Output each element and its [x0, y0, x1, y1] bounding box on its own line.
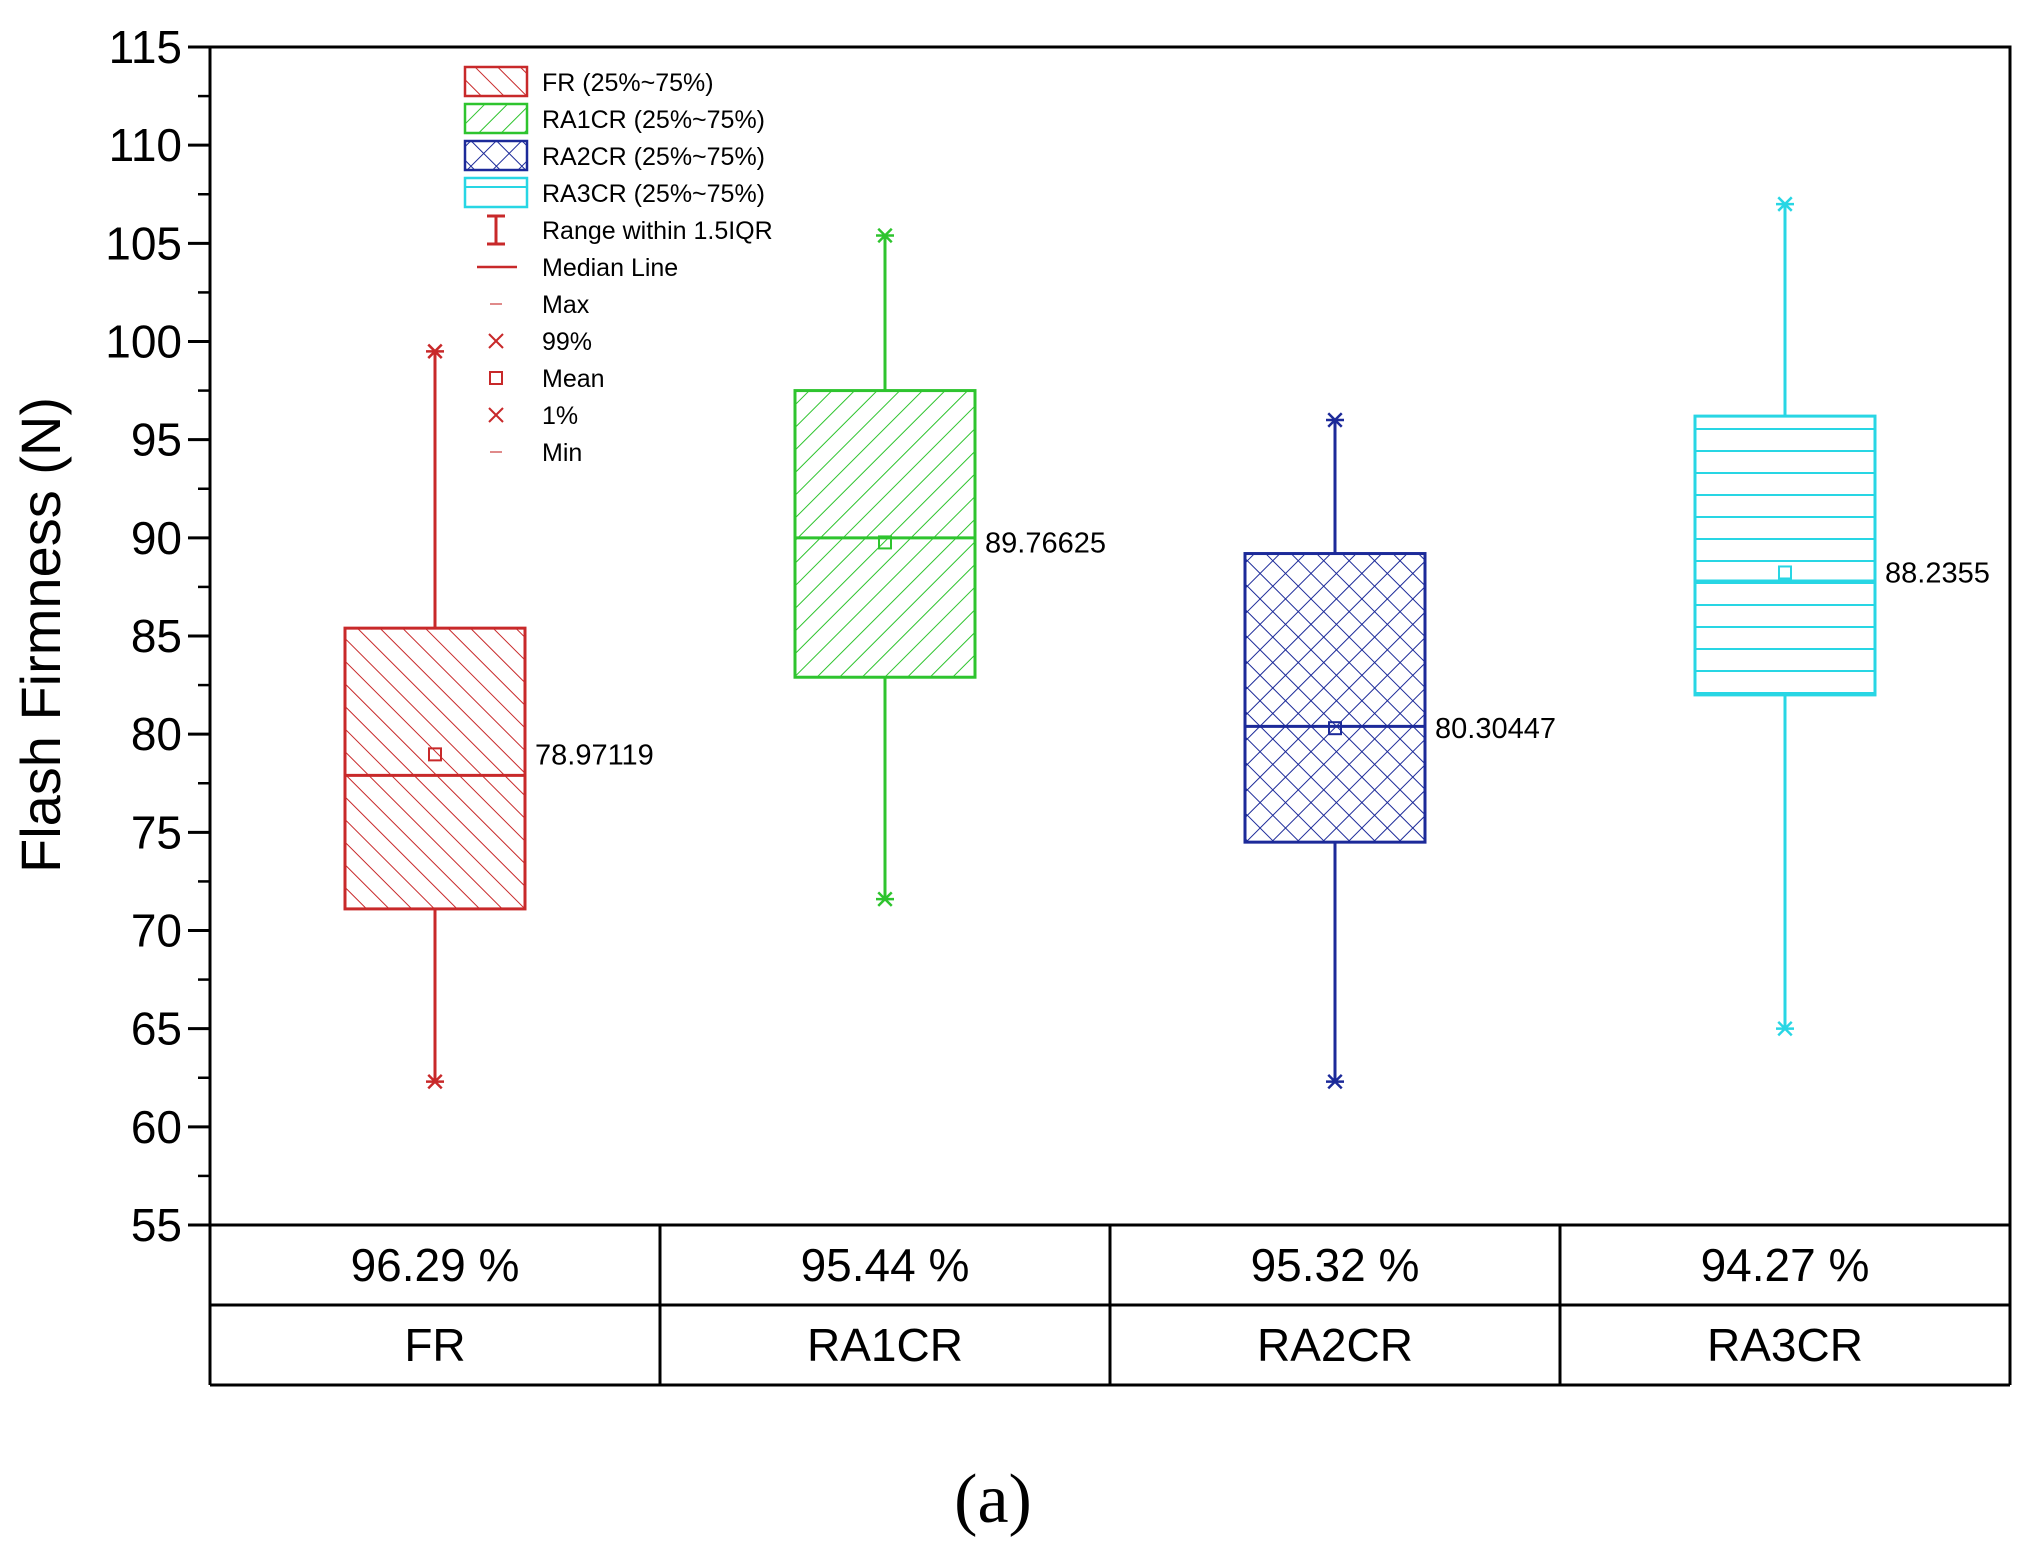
max-marker [426, 343, 444, 359]
box-RA3CR: 88.2355 [1693, 196, 1990, 1037]
mean-value-label: 80.30447 [1435, 713, 1556, 745]
iqr-box [1243, 552, 1427, 844]
legend-item-symbol: Median Line [477, 254, 678, 282]
box-layer: 78.97119 89.76625 80.30447 88.2355 [343, 196, 1990, 1090]
max-marker [1326, 412, 1344, 428]
max-marker [1776, 196, 1794, 212]
cross-symbol [488, 333, 504, 349]
legend-label: Min [542, 439, 582, 467]
legend-item-symbol: Range within 1.5IQR [487, 214, 773, 246]
legend-label: 99% [542, 328, 592, 356]
max-marker-d2 [877, 227, 893, 244]
y-tick-label: 55 [131, 1199, 182, 1251]
mean-marker [878, 535, 892, 550]
legend-label: Median Line [542, 254, 678, 282]
legend-item-symbol: 1% [488, 402, 578, 430]
mean-marker [1778, 565, 1792, 580]
table-percent-cell: 95.44 % [801, 1239, 970, 1291]
min-marker-d2 [1777, 1021, 1793, 1037]
mean-value-label: 78.97119 [535, 739, 654, 771]
legend-label: Max [542, 291, 590, 319]
legend-swatch [463, 102, 529, 135]
table-category-cell: RA2CR [1257, 1319, 1413, 1371]
legend-item-symbol: Max [490, 291, 590, 319]
y-tick-label: 110 [109, 119, 182, 171]
y-tick-label: 115 [109, 21, 182, 73]
table-percent-cell: 96.29 % [351, 1239, 520, 1291]
legend-item-FR: FR (25%~75%) [463, 65, 714, 98]
max-marker [876, 227, 894, 244]
box-RA1CR: 89.76625 [793, 227, 1106, 907]
cross-symbol [488, 407, 504, 423]
legend-item-RA1CR: RA1CR (25%~75%) [463, 102, 765, 135]
min-marker [1326, 1074, 1344, 1090]
legend-label: Mean [542, 365, 605, 393]
legend-item-symbol: 99% [488, 328, 592, 356]
legend-label: Range within 1.5IQR [542, 217, 773, 245]
y-tick-label: 90 [131, 512, 182, 564]
legend-swatch [463, 139, 529, 172]
y-tick-label: 100 [105, 316, 182, 368]
min-marker-d2 [1327, 1074, 1343, 1090]
legend-item-RA2CR: RA2CR (25%~75%) [463, 139, 765, 172]
min-marker [1776, 1021, 1794, 1037]
figure-caption: (a) [954, 1461, 1032, 1538]
y-tick-label: 80 [131, 708, 182, 760]
box-FR: 78.97119 [343, 343, 654, 1090]
table-percent-cell: 94.27 % [1701, 1239, 1870, 1291]
y-tick-label: 70 [131, 905, 182, 957]
mean-marker [428, 747, 442, 762]
max-marker-d2 [1777, 196, 1793, 212]
min-marker [876, 891, 894, 907]
table-category-cell: RA1CR [807, 1319, 963, 1371]
mean-value-label: 88.2355 [1885, 557, 1990, 589]
max-marker-d2 [1327, 412, 1343, 428]
legend-label: 1% [542, 402, 578, 430]
iqr-box [793, 389, 977, 679]
legend-label: RA3CR (25%~75%) [542, 180, 765, 208]
y-tick-label: 65 [131, 1003, 182, 1055]
legend-label: RA1CR (25%~75%) [542, 106, 765, 134]
legend-item-symbol: Mean [489, 365, 605, 393]
box-RA2CR: 80.30447 [1243, 412, 1556, 1090]
legend: FR (25%~75%) RA1CR (25%~75%) RA2CR (25%~75… [463, 65, 773, 467]
iqr-box [1693, 414, 1877, 697]
y-tick-label: 75 [131, 806, 182, 858]
square-symbol [489, 371, 503, 385]
legend-item-symbol: Min [490, 439, 582, 467]
iqr-box [343, 626, 527, 911]
mean-value-label: 89.76625 [985, 527, 1106, 559]
y-ticks: 55 60 65 70 75 80 85 90 95 100 105 110 115 [105, 21, 210, 1251]
max-marker-d2 [427, 343, 443, 359]
legend-label: FR (25%~75%) [542, 69, 714, 97]
y-tick-label: 60 [131, 1101, 182, 1153]
legend-item-RA3CR: RA3CR (25%~75%) [463, 176, 765, 209]
y-tick-label: 105 [105, 217, 182, 269]
y-axis-label: Flash Firmness (N) [9, 397, 72, 873]
bottom-table: 96.29 % 95.44 % 95.32 % 94.27 % FR RA1CR RA2CR… [208, 1225, 2012, 1387]
table-category-cell: RA3CR [1707, 1319, 1863, 1371]
legend-label: RA2CR (25%~75%) [542, 143, 765, 171]
table-category-cell: FR [404, 1319, 465, 1371]
y-tick-label: 95 [131, 414, 182, 466]
legend-swatch [463, 65, 529, 98]
mean-marker [1328, 721, 1342, 736]
min-marker [426, 1074, 444, 1090]
table-percent-cell: 95.32 % [1251, 1239, 1420, 1291]
y-tick-label: 85 [131, 610, 182, 662]
min-marker-d2 [427, 1074, 443, 1090]
legend-swatch [463, 176, 529, 209]
min-marker-d2 [877, 891, 893, 907]
